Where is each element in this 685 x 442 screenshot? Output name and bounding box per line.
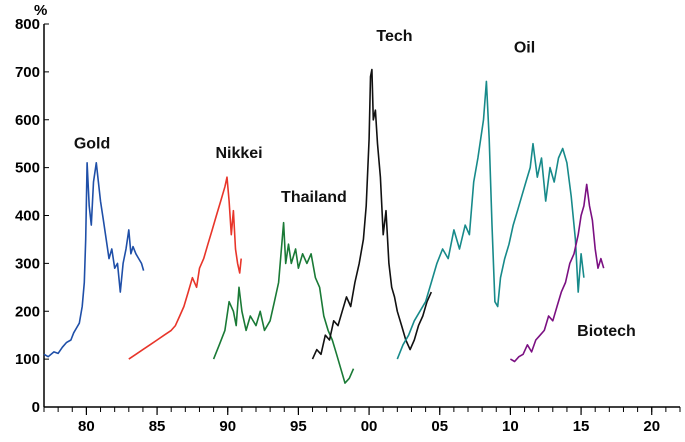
x-tick-label: 85 xyxy=(149,418,166,435)
x-tick-label: 15 xyxy=(573,418,590,435)
series-label-tech: Tech xyxy=(376,28,412,45)
series-line-gold xyxy=(43,162,145,358)
series-label-biotech: Biotech xyxy=(577,323,636,340)
y-tick-label: 100 xyxy=(15,351,40,368)
x-tick-label: 20 xyxy=(643,418,660,435)
series-label-nikkei: Nikkei xyxy=(215,145,262,162)
y-tick-label: 800 xyxy=(15,16,40,33)
y-axis-unit-label: % xyxy=(34,2,47,19)
series-line-biotech xyxy=(510,183,605,363)
series-line-thailand xyxy=(212,221,355,384)
series-line-nikkei xyxy=(128,176,242,360)
y-tick-label: 200 xyxy=(15,303,40,320)
series-label-gold: Gold xyxy=(74,135,110,152)
series-layer xyxy=(43,68,605,384)
y-tick-label: 300 xyxy=(15,255,40,272)
x-tick-label: 00 xyxy=(361,418,378,435)
x-tick-label: 05 xyxy=(431,418,448,435)
y-tick-label: 0 xyxy=(32,399,40,416)
series-label-oil: Oil xyxy=(514,40,535,57)
y-tick-label: 500 xyxy=(15,160,40,177)
chart-axes: 0 100 200 300 400 500 600 700 800 80 85 90 95 00 05 10 1… xyxy=(15,16,681,435)
x-tick-label: 90 xyxy=(219,418,236,435)
series-line-oil xyxy=(396,80,585,360)
series-line-tech xyxy=(311,68,433,360)
series-label-thailand: Thailand xyxy=(281,189,347,206)
y-tick-label: 600 xyxy=(15,112,40,129)
y-tick-label: 400 xyxy=(15,208,40,225)
x-tick-label: 95 xyxy=(290,418,307,435)
series-labels-layer: Gold Nikkei Thailand Tech Oil Biotech xyxy=(74,28,636,340)
y-tick-label: 700 xyxy=(15,64,40,81)
x-tick-label: 10 xyxy=(502,418,519,435)
x-tick-label: 80 xyxy=(78,418,95,435)
